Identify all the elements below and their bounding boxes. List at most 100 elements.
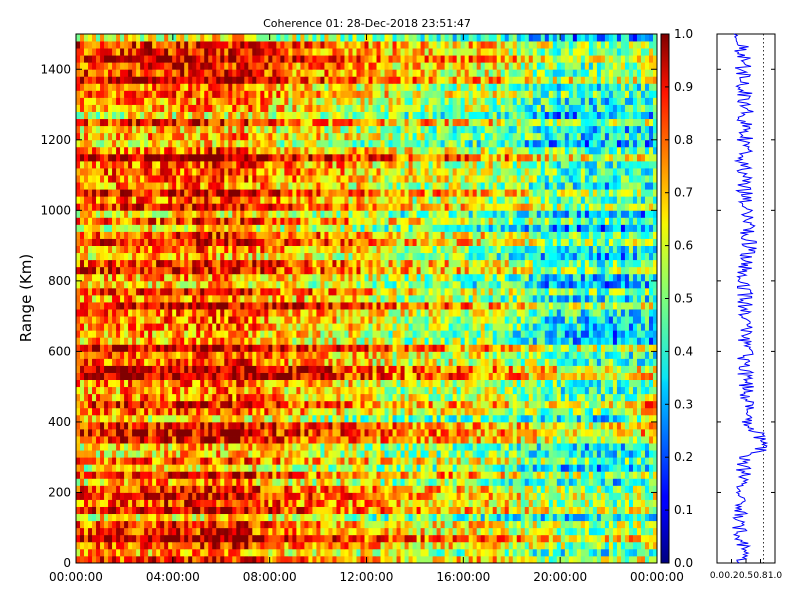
heatmap-cell [496,485,502,493]
heatmap-cell [440,400,446,409]
heatmap-cell [108,541,113,550]
heatmap-cell [364,520,369,529]
heatmap-cell [236,471,241,479]
heatmap-cell [412,330,417,338]
heatmap-cell [408,443,413,451]
heatmap-cell [444,443,450,451]
heatmap-cell [360,506,365,515]
heatmap-cell [640,330,646,338]
heatmap-cell [512,464,518,472]
heatmap-cell [540,323,546,331]
heatmap-cell [76,492,81,500]
heatmap-cell [100,485,105,493]
heatmap-cell [120,428,125,437]
heatmap-cell [376,499,381,507]
heatmap-cell [152,400,157,409]
heatmap-cell [400,471,405,479]
heatmap-cell [524,351,530,359]
heatmap-cell [516,407,522,416]
heatmap-cell [636,337,642,345]
heatmap-cell [104,393,109,402]
heatmap-cell [164,358,169,366]
heatmap-cell [132,358,137,366]
heatmap-cell [264,337,269,345]
heatmap-cell [400,492,405,500]
heatmap-cell [372,506,377,515]
heatmap-cell [160,365,165,373]
heatmap-cell [244,358,249,366]
heatmap-cell [592,527,598,536]
heatmap-cell [156,372,161,381]
heatmap-cell [572,499,578,507]
heatmap-cell [316,414,321,423]
heatmap-cell [176,520,181,529]
heatmap-cell [192,471,197,479]
heatmap-cell [264,358,269,366]
heatmap-cell [412,499,417,507]
heatmap-cell [600,365,606,373]
heatmap-cell [340,457,345,465]
heatmap-cell [180,464,185,472]
heatmap-cell [312,323,317,331]
heatmap-cell [364,527,369,536]
heatmap-cell [344,457,349,465]
heatmap-cell [396,407,401,416]
heatmap-cell [204,457,209,465]
heatmap-cell [604,527,610,536]
heatmap-cell [464,330,470,338]
heatmap-cell [652,351,658,359]
heatmap-cell [116,548,121,557]
heatmap-cell [628,351,634,359]
heatmap-cell [368,436,373,444]
heatmap-cell [272,520,277,529]
heatmap-cell [112,513,117,522]
heatmap-cell [232,513,237,522]
heatmap-cell [96,330,101,338]
heatmap-cell [284,316,289,324]
heatmap-cell [524,534,530,543]
heatmap-cell [92,457,97,465]
heatmap-cell [644,436,650,444]
heatmap-cell [212,372,217,381]
heatmap-cell [372,323,377,331]
heatmap-cell [612,421,618,430]
heatmap-cell [444,393,450,402]
heatmap-cell [320,513,325,522]
heatmap-cell [340,365,345,373]
heatmap-cell [280,478,285,486]
heatmap-cell [404,457,409,465]
heatmap-cell [356,520,361,529]
heatmap-cell [364,499,369,507]
heatmap-cell [416,414,421,423]
heatmap-cell [188,414,193,423]
heatmap-cell [220,513,225,522]
heatmap-cell [628,506,634,515]
heatmap-cell [388,450,393,458]
heatmap-cell [348,464,353,472]
heatmap-cell [76,534,81,543]
heatmap-cell [164,478,169,486]
heatmap-cell [588,548,594,557]
heatmap-cell [572,379,578,388]
heatmap-cell [336,506,341,515]
heatmap-cell [348,365,353,373]
heatmap-cell [380,421,385,430]
heatmap-cell [476,548,482,557]
heatmap-cell [368,428,373,437]
heatmap-cell [212,421,217,430]
heatmap-cell [284,428,289,437]
heatmap-cell [500,499,506,507]
heatmap-cell [272,421,277,430]
heatmap-cell [104,464,109,472]
heatmap-cell [76,351,81,359]
heatmap-cell [228,520,233,529]
heatmap-cell [432,407,438,416]
heatmap-cell [516,520,522,529]
heatmap-cell [116,513,121,522]
heatmap-cell [132,450,137,458]
heatmap-cell [620,506,626,515]
heatmap-cell [308,414,313,423]
heatmap-cell [632,443,638,451]
heatmap-cell [524,400,530,409]
heatmap-cell [644,541,650,550]
